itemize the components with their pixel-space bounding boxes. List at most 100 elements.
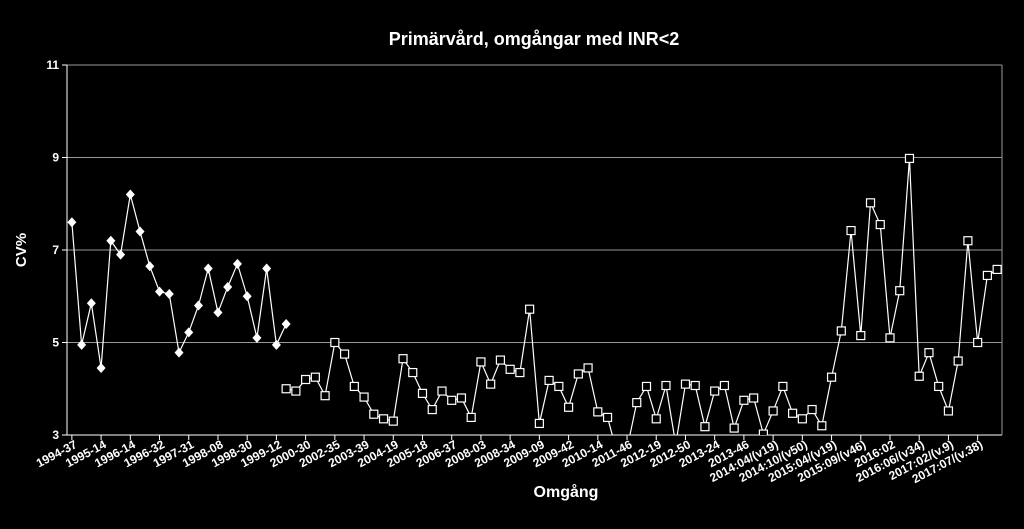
square-marker	[554, 381, 564, 392]
square-marker	[787, 408, 798, 418]
square-marker	[281, 384, 291, 394]
square-marker	[651, 414, 661, 424]
square-marker	[680, 379, 691, 389]
diamond-marker	[232, 258, 242, 269]
square-marker	[339, 349, 350, 359]
square-marker	[417, 388, 428, 398]
square-marker	[388, 416, 398, 426]
diamond-marker	[125, 189, 135, 200]
diamond-marker	[252, 332, 262, 343]
square-marker	[641, 381, 652, 392]
square-marker	[369, 409, 379, 419]
y-axis-label: CV%	[13, 233, 30, 267]
square-marker	[593, 407, 603, 417]
y-tick-label: 5	[52, 336, 59, 350]
square-marker	[943, 406, 954, 416]
square-marker	[778, 381, 788, 392]
square-marker	[320, 391, 330, 401]
square-marker	[749, 393, 759, 403]
square-marker	[301, 374, 311, 385]
diamond-marker	[281, 319, 291, 329]
square-marker	[865, 198, 876, 208]
square-marker	[456, 393, 467, 403]
diamond-marker	[271, 339, 281, 350]
diamond-marker	[193, 300, 203, 311]
square-marker	[768, 406, 778, 416]
square-marker	[992, 264, 1002, 275]
diamond-marker	[86, 298, 96, 309]
diamond-marker	[242, 291, 252, 302]
diamond-marker	[155, 286, 165, 297]
square-marker	[797, 414, 807, 424]
square-marker	[690, 380, 700, 391]
square-marker	[349, 381, 359, 392]
square-marker	[291, 386, 301, 396]
square-marker	[982, 270, 992, 281]
square-marker	[447, 395, 457, 405]
square-marker	[739, 395, 749, 405]
diamond-marker	[184, 327, 194, 338]
square-marker	[729, 423, 739, 433]
square-marker	[398, 354, 408, 364]
diamond-marker	[96, 362, 106, 373]
diamond-marker	[223, 282, 233, 292]
square-marker	[534, 418, 544, 429]
square-marker	[505, 364, 515, 374]
square-marker	[700, 422, 710, 432]
series-line	[71, 194, 287, 369]
square-marker	[924, 348, 934, 358]
diamond-marker	[203, 263, 213, 274]
diamond-marker	[67, 217, 77, 228]
square-marker	[408, 367, 418, 378]
square-marker	[885, 333, 895, 343]
square-marker	[437, 386, 447, 396]
square-marker	[427, 404, 437, 415]
square-marker	[632, 398, 642, 408]
plot-area	[67, 153, 1002, 435]
square-marker	[359, 392, 369, 402]
square-marker	[817, 421, 827, 431]
y-tick-label: 9	[52, 151, 59, 165]
square-marker	[544, 375, 554, 386]
diamond-marker	[106, 235, 116, 246]
diamond-marker	[145, 261, 155, 272]
square-marker	[914, 371, 924, 381]
square-marker	[330, 337, 340, 348]
square-marker	[895, 286, 905, 296]
square-marker	[495, 355, 506, 365]
square-marker	[602, 412, 613, 423]
y-tick-label: 7	[52, 243, 59, 257]
y-tick-label: 3	[52, 428, 59, 442]
square-marker	[476, 357, 486, 367]
square-marker	[310, 372, 320, 382]
square-marker	[963, 236, 973, 246]
square-marker	[573, 369, 583, 379]
series-line	[286, 158, 998, 435]
diamond-marker	[77, 339, 87, 350]
square-marker	[719, 380, 730, 391]
x-axis-label: Omgång	[534, 483, 599, 501]
square-marker	[486, 379, 496, 389]
diamond-marker	[116, 249, 126, 260]
chart-title: Primärvård, omgångar med INR<2	[389, 29, 680, 49]
square-marker	[904, 153, 915, 164]
square-marker	[807, 404, 817, 415]
square-marker	[846, 225, 856, 236]
diamond-marker	[164, 288, 174, 299]
square-marker	[836, 326, 846, 336]
square-marker	[710, 386, 720, 396]
square-marker	[875, 219, 885, 230]
square-marker	[525, 304, 535, 314]
square-marker	[378, 414, 389, 424]
square-marker	[466, 412, 476, 423]
square-marker	[583, 363, 593, 373]
square-marker	[934, 381, 944, 392]
diamond-marker	[262, 263, 272, 274]
diamond-marker	[213, 307, 223, 318]
square-marker	[826, 372, 837, 382]
square-marker	[563, 402, 574, 412]
y-tick-label: 11	[46, 58, 59, 72]
diamond-marker	[135, 226, 145, 237]
diamond-marker	[174, 347, 184, 358]
